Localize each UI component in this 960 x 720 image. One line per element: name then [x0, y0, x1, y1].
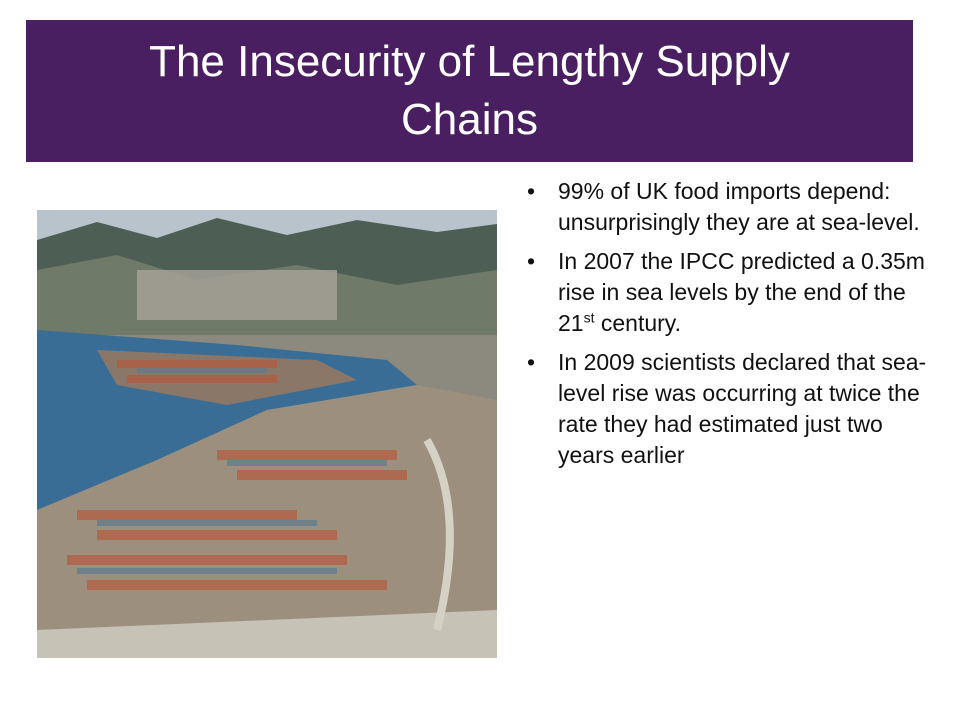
bullet-text: In 2009 scientists declared that sea-lev… [558, 349, 927, 468]
superscript: st [583, 309, 595, 326]
port-photo [37, 210, 497, 658]
bullet: 99% of UK food imports depend: unsurpris… [527, 176, 927, 238]
bullet-list: 99% of UK food imports depend: unsurpris… [527, 176, 927, 479]
bullet-text: century. [594, 310, 681, 336]
bullet: In 2009 scientists declared that sea-lev… [527, 347, 927, 471]
bullet-text: 99% of UK food imports depend: unsurpris… [558, 178, 920, 235]
title-bar: The Insecurity of Lengthy Supply Chains [26, 20, 913, 162]
slide-title: The Insecurity of Lengthy Supply Chains [149, 37, 790, 144]
bullet-text: In 2007 the IPCC predicted a 0.35m rise … [558, 248, 925, 336]
bullet: In 2007 the IPCC predicted a 0.35m rise … [527, 246, 927, 339]
